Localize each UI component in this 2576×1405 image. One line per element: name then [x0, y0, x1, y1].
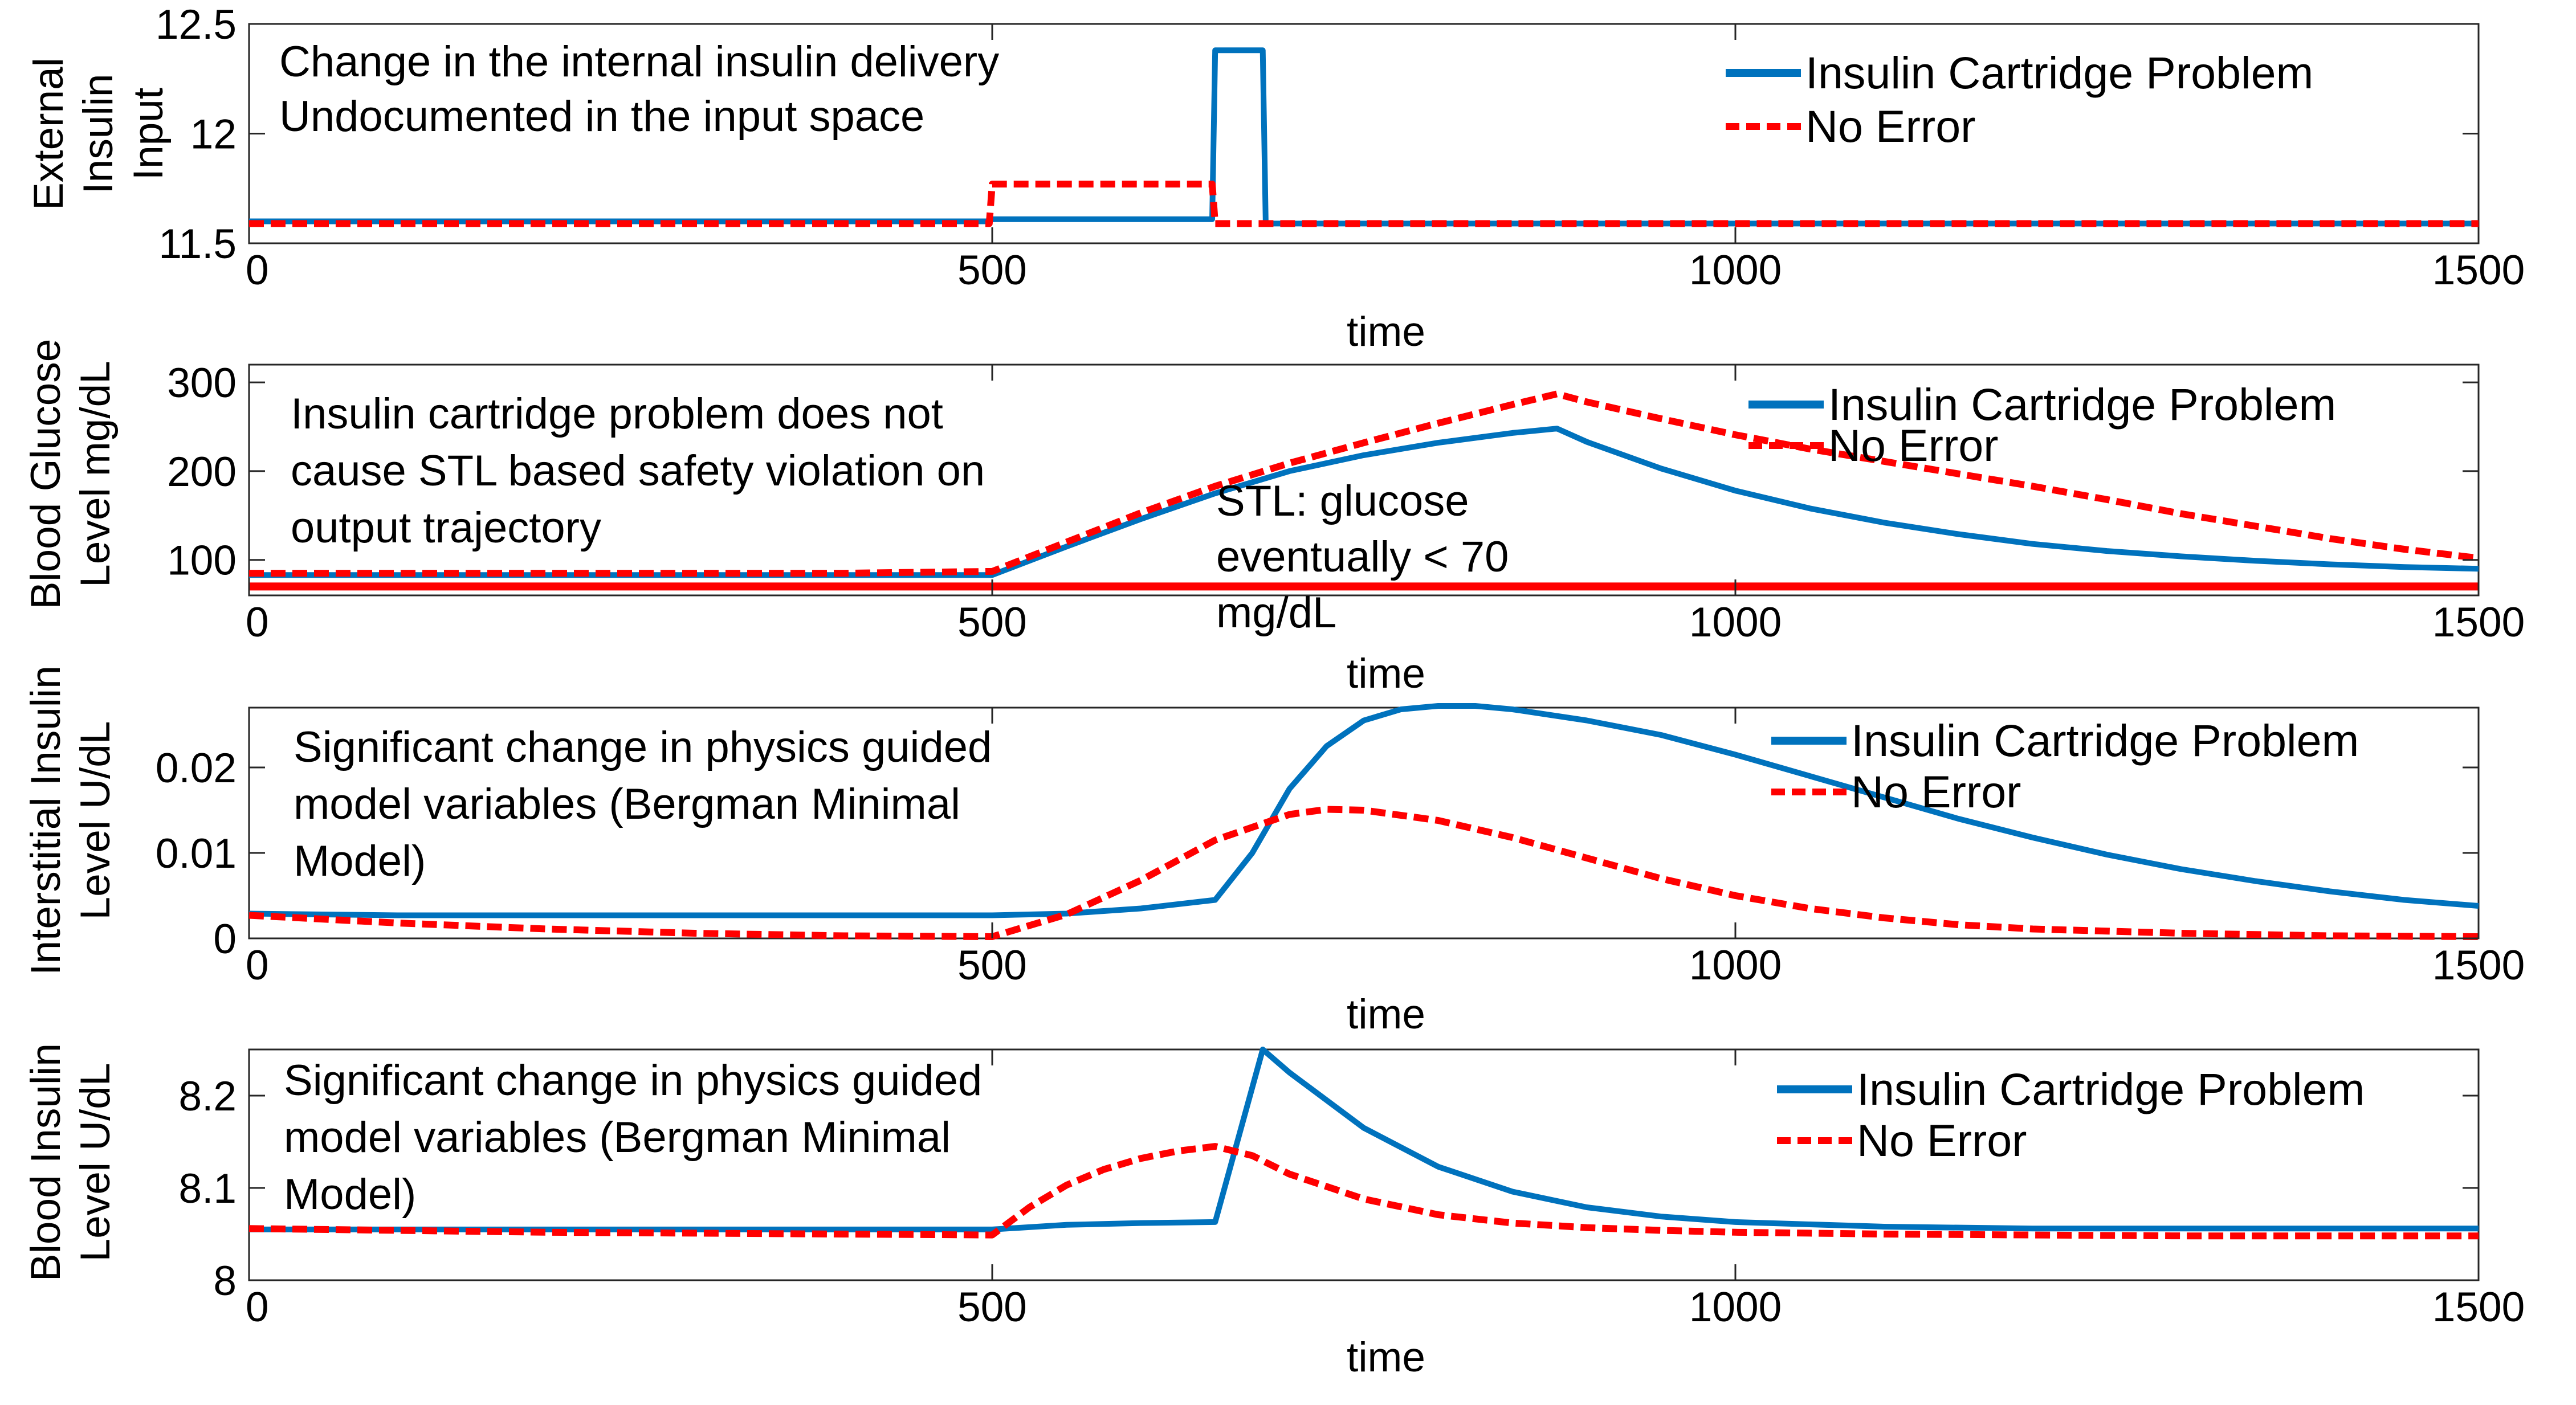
- x-tick-label: 0: [246, 247, 269, 293]
- legend-label-no-error: No Error: [1828, 420, 1999, 471]
- x-tick-label: 500: [957, 599, 1027, 646]
- series-line-no-error: [248, 806, 2479, 940]
- legend-label-insulin-cartridge-problem: Insulin Cartridge Problem: [1851, 715, 2359, 766]
- x-tick-label: 1500: [2432, 942, 2525, 989]
- x-tick-label: 0: [246, 1284, 269, 1330]
- x-tick-group: 0 500 1000 1500: [246, 365, 2525, 646]
- x-tick-label: 1500: [2432, 247, 2525, 293]
- x-tick-group: 0 500 1000 1500: [246, 1049, 2525, 1330]
- annotation-line-1: Change in the internal insulin delivery: [279, 38, 999, 86]
- y-tick-label: 12.5: [156, 2, 237, 48]
- x-axis-label: time: [1347, 991, 1425, 1038]
- y-tick-label: 200: [167, 449, 237, 495]
- y-tick-group: 8 8.1 8.2: [179, 1073, 2479, 1304]
- legend-label-no-error: No Error: [1851, 766, 2021, 817]
- x-tick-label: 500: [957, 1284, 1027, 1330]
- series-group: [249, 47, 2479, 227]
- annotation-line-3: Model): [284, 1170, 416, 1219]
- x-tick-label: 500: [957, 942, 1027, 989]
- x-tick-label: 500: [957, 247, 1027, 293]
- x-axis-label: time: [1347, 1334, 1425, 1381]
- legend: Insulin Cartridge Problem No Error: [1726, 47, 2313, 152]
- y-axis-label-line-2: Insulin: [75, 73, 121, 194]
- panel-interstitial-insulin: 0 500 1000 1500 0 0.01 0.02 time Interstitial…: [23, 665, 2525, 1038]
- axes-box: [248, 706, 2480, 940]
- series-group: [248, 703, 2479, 940]
- x-tick-label: 1000: [1689, 599, 1782, 646]
- x-axis-label: time: [1347, 651, 1425, 697]
- legend-label-insulin-cartridge-problem: Insulin Cartridge Problem: [1857, 1064, 2365, 1114]
- series-line-no-error: [249, 181, 2479, 227]
- y-tick-group: 11.5 12 12.5: [156, 2, 2479, 267]
- x-tick-group: 0 500 1000 1500: [246, 708, 2525, 989]
- y-tick-label: 8.1: [179, 1166, 237, 1212]
- y-tick-label: 0: [213, 916, 237, 962]
- annotation-line-1: Significant change in physics guided: [294, 723, 992, 771]
- x-tick-group: 0 500 1000 1500: [246, 24, 2525, 293]
- y-tick-label: 8: [213, 1258, 237, 1304]
- y-tick-label: 8.2: [179, 1073, 237, 1120]
- y-axis-label-line-2: Level U/dL: [72, 721, 119, 920]
- legend: Insulin Cartridge Problem No Error: [1777, 1064, 2365, 1166]
- series-group: [248, 1047, 2479, 1240]
- x-tick-label: 1000: [1689, 1284, 1782, 1330]
- x-axis-label: time: [1347, 309, 1425, 355]
- y-axis-label-line-1: Blood Glucose: [23, 339, 69, 610]
- stl-annotation-line-2: eventually < 70: [1216, 533, 1509, 581]
- y-tick-label: 12: [190, 112, 237, 158]
- series-line-insulin-cartridge-problem: [249, 426, 2479, 578]
- axes-box: [248, 363, 2480, 597]
- annotation-line-3: output trajectory: [291, 504, 601, 552]
- x-tick-label: 1500: [2432, 599, 2525, 646]
- y-axis-label-line-1: Blood Insulin: [23, 1043, 69, 1281]
- legend-label-insulin-cartridge-problem: Insulin Cartridge Problem: [1828, 379, 2336, 430]
- series-line-insulin-cartridge-problem: [249, 1047, 2479, 1232]
- x-tick-label: 1500: [2432, 1284, 2525, 1330]
- y-tick-group: 0 0.01 0.02: [156, 745, 2479, 962]
- x-tick-label: 1000: [1689, 942, 1782, 989]
- annotation-line-2: cause STL based safety violation on: [291, 447, 985, 495]
- y-tick-label: 0.02: [156, 745, 237, 791]
- y-tick-group: 100 200 300: [167, 360, 2479, 584]
- panel-blood-glucose: 0 500 1000 1500 100 200 300 time Blood Glucos…: [23, 339, 2525, 697]
- stl-annotation-line-3: mg/dL: [1216, 589, 1336, 637]
- y-tick-label: 300: [167, 360, 237, 406]
- x-tick-label: 1000: [1689, 247, 1782, 293]
- annotation-line-1: Significant change in physics guided: [284, 1056, 982, 1105]
- annotation-line-2: model variables (Bergman Minimal: [284, 1113, 951, 1162]
- y-tick-label: 100: [167, 538, 237, 584]
- series-line-insulin-cartridge-problem: [248, 703, 2479, 918]
- legend: Insulin Cartridge Problem No Error: [1748, 379, 2336, 471]
- series-group: [249, 390, 2479, 591]
- legend-label-insulin-cartridge-problem: Insulin Cartridge Problem: [1805, 47, 2313, 98]
- legend: Insulin Cartridge Problem No Error: [1771, 715, 2359, 817]
- legend-label-no-error: No Error: [1857, 1115, 2027, 1166]
- y-axis-label-line-2: Level mg/dL: [72, 361, 119, 587]
- annotation-line-2: Undocumented in the input space: [279, 92, 924, 141]
- y-tick-label: 11.5: [158, 221, 237, 267]
- x-tick-label: 0: [246, 942, 269, 989]
- legend-label-no-error: No Error: [1805, 101, 1976, 152]
- y-axis-label-line-1: External: [26, 58, 72, 210]
- y-axis-label-line-3: Input: [125, 88, 172, 180]
- annotation-line-3: Model): [294, 837, 426, 885]
- annotation-line-1: Insulin cartridge problem does not: [291, 390, 943, 438]
- x-tick-label: 0: [246, 599, 269, 646]
- axes-box: [248, 1048, 2480, 1281]
- y-axis-label-line-1: Interstitial Insulin: [23, 665, 69, 975]
- y-axis-label-line-2: Level U/dL: [72, 1063, 119, 1262]
- panel-blood-insulin: 0 500 1000 1500 88.18.2 time Blood Insulin …: [23, 1043, 2525, 1381]
- y-tick-label: 0.01: [156, 831, 237, 877]
- annotation-line-2: model variables (Bergman Minimal: [294, 780, 960, 828]
- stl-annotation-line-1: STL: glucose: [1216, 477, 1469, 525]
- series-line-no-error: [248, 1143, 2479, 1240]
- panel-external-insulin-input: 0 500 1000 1500 11.5 12 12.5 time External In…: [26, 2, 2525, 355]
